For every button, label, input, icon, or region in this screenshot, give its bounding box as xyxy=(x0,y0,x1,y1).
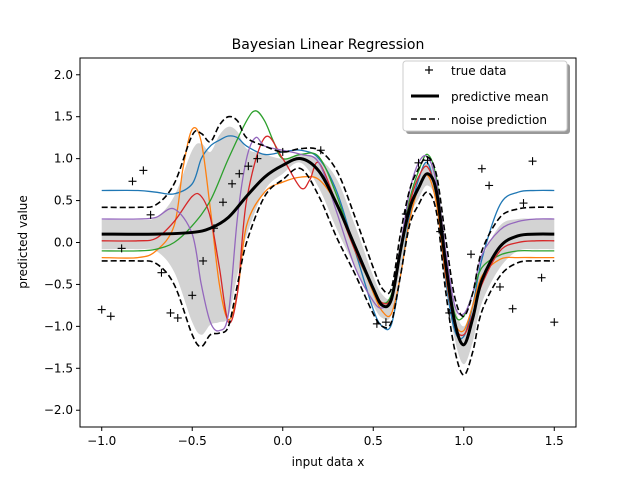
data-point xyxy=(244,162,253,171)
legend-entry-true-data: true data xyxy=(425,64,506,78)
data-point xyxy=(228,179,237,188)
noise-lower-line xyxy=(101,167,555,376)
data-point xyxy=(519,199,528,208)
y-tick-label: −0.5 xyxy=(44,277,73,291)
data-point xyxy=(278,147,287,156)
legend-label: true data xyxy=(451,64,506,78)
legend-entry-noise-prediction: noise prediction xyxy=(411,113,547,127)
data-point xyxy=(508,304,517,313)
data-point xyxy=(146,210,155,219)
legend-label: noise prediction xyxy=(451,113,547,127)
data-point xyxy=(157,268,166,277)
x-tick-label: 0.0 xyxy=(273,434,292,448)
y-tick-label: −1.0 xyxy=(44,319,73,333)
data-point xyxy=(495,282,504,291)
data-point xyxy=(173,313,182,322)
data-point xyxy=(537,273,546,282)
legend: true data predictive mean noise predicti… xyxy=(402,60,570,134)
data-point xyxy=(316,146,325,155)
data-point xyxy=(414,158,423,167)
data-point xyxy=(485,181,494,190)
sample-line-4 xyxy=(101,135,555,337)
data-point xyxy=(401,209,410,218)
x-axis-title: input data x xyxy=(292,455,365,469)
x-tick-label: −1.0 xyxy=(87,434,116,448)
y-tick-label: 0.5 xyxy=(54,194,73,208)
predictive-mean-line xyxy=(101,157,555,347)
data-point xyxy=(106,312,115,321)
data-point xyxy=(128,177,137,186)
data-point xyxy=(253,154,262,163)
y-tick-label: 2.0 xyxy=(54,68,73,82)
data-point xyxy=(423,156,432,165)
x-tick-label: 0.5 xyxy=(364,434,383,448)
data-point xyxy=(209,224,218,233)
sample-line-5 xyxy=(101,136,555,332)
data-point xyxy=(381,318,390,327)
data-point xyxy=(436,227,445,236)
data-point xyxy=(117,244,126,253)
y-tick-label: −1.5 xyxy=(44,361,73,375)
data-point xyxy=(477,164,486,173)
data-point xyxy=(97,305,106,314)
legend-entry-predictive-mean: predictive mean xyxy=(411,90,549,104)
y-tick-label: 0.0 xyxy=(54,236,73,250)
legend-box xyxy=(402,60,568,132)
y-tick-label: 1.5 xyxy=(54,110,73,124)
chart-title: Bayesian Linear Regression xyxy=(232,37,425,53)
data-point xyxy=(235,169,244,178)
uncertainty-band xyxy=(101,126,555,365)
data-point xyxy=(550,318,559,327)
data-point xyxy=(166,308,175,317)
data-point xyxy=(445,308,454,317)
data-point xyxy=(199,256,208,265)
data-point xyxy=(372,319,381,328)
x-tick-label: −0.5 xyxy=(178,434,207,448)
x-tick-label: 1.5 xyxy=(545,434,564,448)
data-point xyxy=(467,250,476,259)
noise-upper-line xyxy=(101,115,555,318)
y-tick-label: 1.0 xyxy=(54,152,73,166)
data-point xyxy=(188,291,197,300)
data-point xyxy=(139,166,148,175)
y-tick-label: −2.0 xyxy=(44,403,73,417)
legend-label: predictive mean xyxy=(451,90,549,104)
x-tick-label: 1.0 xyxy=(454,434,473,448)
data-point xyxy=(219,198,228,207)
y-axis-title: predicted value xyxy=(16,195,30,289)
sample-line-1 xyxy=(101,135,555,340)
data-point xyxy=(528,157,537,166)
